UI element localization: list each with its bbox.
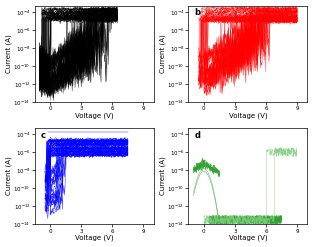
X-axis label: Voltage (V): Voltage (V) bbox=[75, 235, 114, 242]
Text: d: d bbox=[194, 131, 200, 140]
Text: a: a bbox=[41, 8, 46, 18]
X-axis label: Voltage (V): Voltage (V) bbox=[228, 113, 267, 119]
X-axis label: Voltage (V): Voltage (V) bbox=[75, 113, 114, 119]
X-axis label: Voltage (V): Voltage (V) bbox=[228, 235, 267, 242]
Y-axis label: Current (A): Current (A) bbox=[6, 35, 12, 73]
Y-axis label: Current (A): Current (A) bbox=[6, 157, 12, 195]
Y-axis label: Current (A): Current (A) bbox=[159, 157, 166, 195]
Y-axis label: Current (A): Current (A) bbox=[159, 35, 166, 73]
Text: b: b bbox=[194, 8, 200, 18]
Text: c: c bbox=[41, 131, 46, 140]
